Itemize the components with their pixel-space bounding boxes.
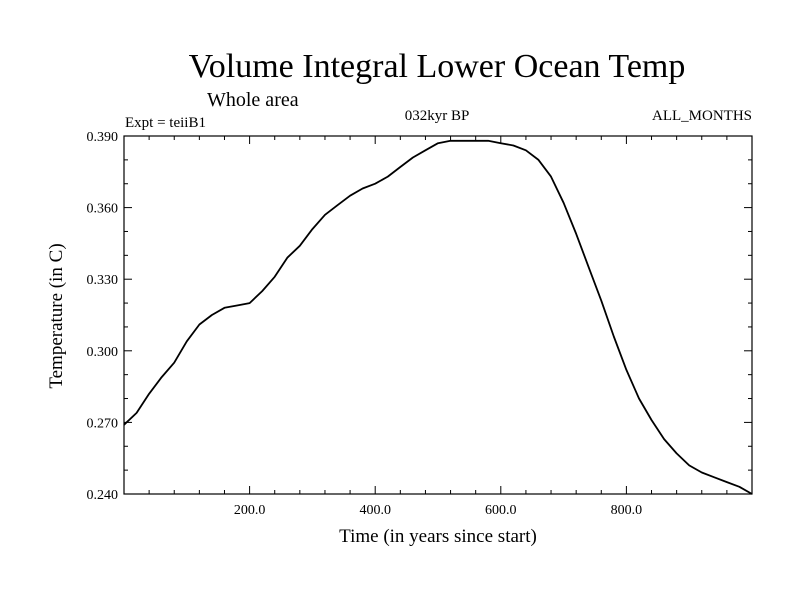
x-tick-label: 600.0 bbox=[485, 503, 517, 518]
y-axis-label: Temperature (in C) bbox=[46, 243, 67, 388]
y-tick-label: 0.330 bbox=[87, 273, 119, 288]
y-tick-label: 0.300 bbox=[87, 345, 119, 360]
experiment-label: Expt = teiiB1 bbox=[125, 115, 206, 131]
y-tick-label: 0.240 bbox=[87, 488, 119, 503]
x-tick-label: 200.0 bbox=[234, 503, 266, 518]
months-label: ALL_MONTHS bbox=[652, 108, 752, 124]
chart-title: Volume Integral Lower Ocean Temp bbox=[189, 48, 686, 85]
temperature-series-line bbox=[123, 139, 753, 495]
plot-frame bbox=[123, 135, 753, 495]
period-label: 032kyr BP bbox=[405, 108, 470, 124]
x-tick-label: 400.0 bbox=[359, 503, 391, 518]
axes: 200.0 400.0 600.0 800.0 0.240 0.270 0.300 0.330… bbox=[87, 130, 753, 518]
y-tick-label: 0.270 bbox=[87, 416, 119, 431]
y-tick-label: 0.390 bbox=[87, 130, 119, 145]
series-layer bbox=[123, 139, 753, 495]
y-tick-label: 0.360 bbox=[87, 202, 119, 217]
x-axis-label: Time (in years since start) bbox=[339, 526, 537, 547]
x-tick-label: 800.0 bbox=[611, 503, 643, 518]
chart-subtitle: Whole area bbox=[207, 89, 299, 111]
